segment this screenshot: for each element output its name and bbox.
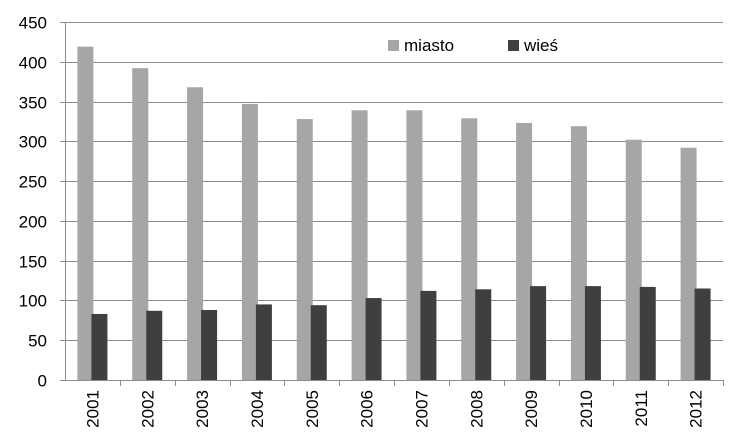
gridlines [65, 22, 723, 341]
y-tick-label: 250 [19, 173, 47, 192]
x-tick-label-2006: 2006 [358, 390, 377, 428]
y-tick-label: 0 [38, 372, 47, 391]
bar-miasto-2009 [516, 123, 533, 380]
bars [77, 46, 711, 381]
bar-miasto-2005 [296, 119, 313, 381]
bar-wies-2002 [146, 310, 163, 380]
legend-label-wies: wieś [523, 36, 558, 55]
bar-miasto-2010 [570, 126, 587, 381]
x-tick-label-2003: 2003 [193, 390, 212, 428]
bar-wies-2007 [420, 290, 437, 380]
bar-miasto-2001 [77, 46, 94, 380]
bar-wies-2011 [639, 286, 656, 380]
bar-wies-2010 [584, 286, 601, 380]
bar-wies-2012 [694, 288, 711, 380]
axes [65, 22, 723, 381]
x-tick-label-2008: 2008 [467, 390, 486, 428]
bar-wies-2006 [365, 298, 382, 380]
bar-miasto-2007 [406, 110, 423, 380]
x-axis-ticks: 2001 2002 2003 2004 2005 2006 2007 2008 2009 2010… [83, 380, 724, 428]
bar-wies-2008 [475, 289, 492, 380]
bar-wies-2003 [201, 309, 218, 380]
x-tick-label-2005: 2005 [303, 390, 322, 428]
x-tick-label-2007: 2007 [412, 390, 431, 428]
y-tick-label: 50 [28, 332, 47, 351]
bar-miasto-2012 [680, 147, 697, 380]
bar-wies-2004 [255, 304, 272, 380]
x-tick-label-2004: 2004 [248, 390, 267, 428]
x-tick-label-2009: 2009 [522, 390, 541, 428]
x-tick-label-2012: 2012 [687, 390, 706, 428]
x-tick-label-2010: 2010 [577, 390, 596, 428]
x-tick-label-2011: 2011 [632, 390, 651, 427]
y-tick-label: 300 [19, 133, 47, 152]
bar-miasto-2011 [625, 139, 642, 380]
bar-miasto-2006 [351, 110, 368, 380]
x-tick-label-2002: 2002 [138, 390, 157, 428]
bar-wies-2009 [530, 286, 547, 380]
bar-miasto-2002 [132, 68, 149, 381]
bar-miasto-2004 [241, 103, 258, 380]
y-axis-ticks: 0 50 100 150 200 250 300 350 400 450 [19, 14, 65, 391]
y-tick-label: 100 [19, 292, 47, 311]
bar-wies-2001 [91, 313, 108, 380]
y-tick-label: 400 [19, 54, 47, 73]
y-tick-label: 200 [19, 213, 47, 232]
bar-miasto-2008 [461, 118, 478, 381]
y-tick-label: 350 [19, 94, 47, 113]
y-tick-label: 450 [19, 14, 47, 33]
bar-miasto-2003 [187, 87, 204, 380]
legend-label-miasto: miasto [404, 36, 454, 55]
legend: miasto wieś [388, 36, 558, 55]
x-tick-label-2001: 2001 [83, 390, 102, 428]
y-tick-label: 150 [19, 253, 47, 272]
bar-wies-2005 [310, 305, 327, 380]
legend-swatch-wies [508, 40, 519, 51]
legend-swatch-miasto [388, 40, 399, 51]
